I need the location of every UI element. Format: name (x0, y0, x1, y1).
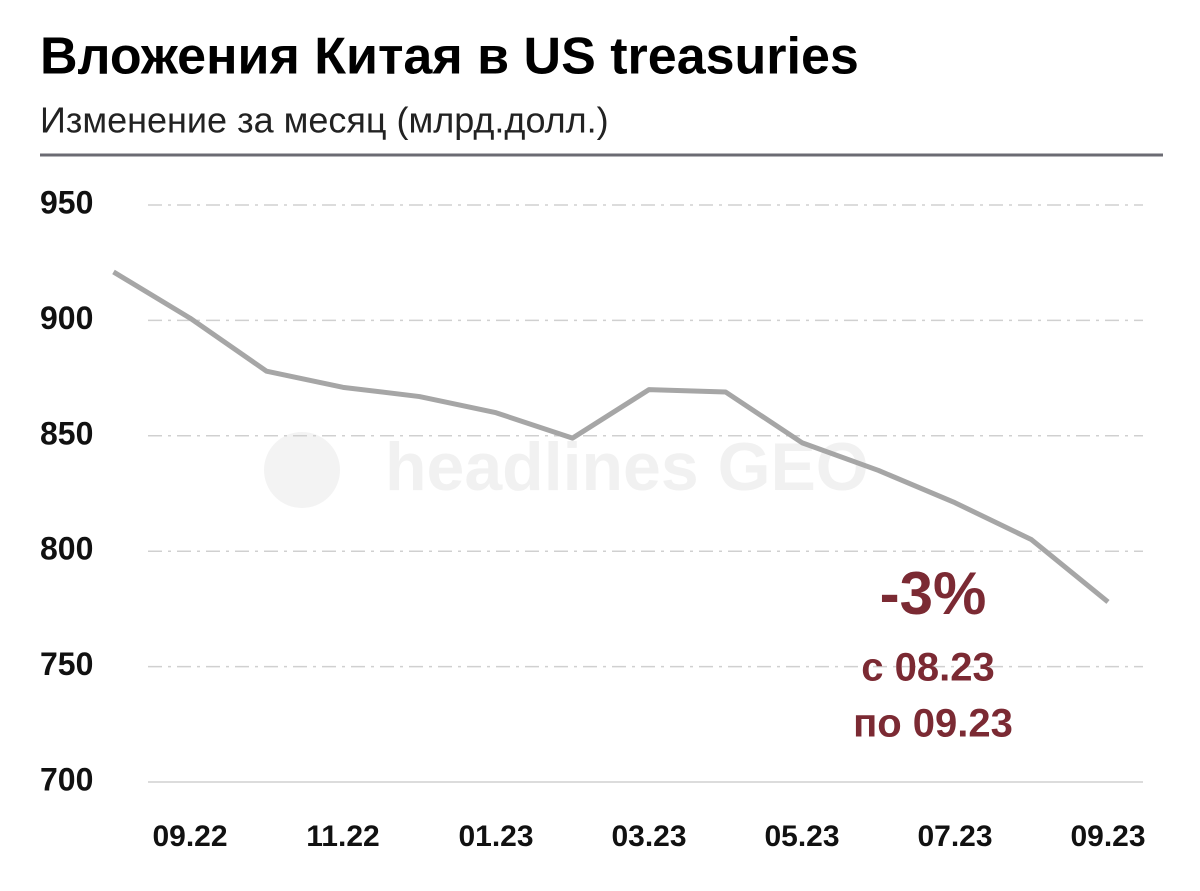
x-tick-label: 03.23 (611, 820, 686, 853)
x-tick-label: 09.23 (1070, 820, 1145, 853)
x-tick-label: 09.22 (152, 820, 227, 853)
y-tick-label: 700 (40, 761, 93, 797)
y-tick-label: 750 (40, 646, 93, 682)
line (112, 269, 1110, 604)
watermark-icon (264, 432, 340, 508)
x-tick-label: 11.22 (306, 820, 379, 853)
watermark: headlines GEO (385, 429, 869, 505)
annotation: -3% (880, 560, 987, 627)
y-tick-label: 850 (40, 415, 93, 451)
x-tick-label: 07.23 (917, 820, 992, 853)
y-tick-label: 900 (40, 300, 93, 336)
x-tick-label: 01.23 (458, 820, 533, 853)
annotation: по 09.23 (853, 702, 1013, 746)
y-tick-label: 800 (40, 531, 93, 567)
chart-title: Вложения Китая в US treasuries (40, 28, 859, 86)
annotation: с 08.23 (861, 646, 994, 690)
chart-subtitle: Изменение за месяц (млрд.долл.) (40, 100, 609, 141)
y-tick-label: 950 (40, 184, 93, 220)
x-tick-label: 05.23 (764, 820, 839, 853)
